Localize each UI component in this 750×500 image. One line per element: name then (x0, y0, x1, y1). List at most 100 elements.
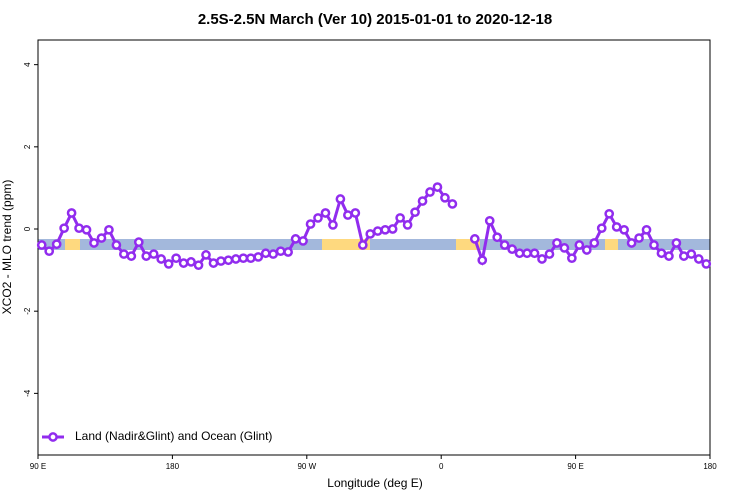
data-point (74, 223, 84, 234)
data-point (380, 224, 391, 235)
x-axis-label: Longitude (deg E) (327, 476, 422, 490)
data-point (275, 246, 286, 257)
data-point (701, 259, 712, 269)
data-point (649, 240, 659, 250)
data-point (686, 249, 697, 259)
data-point (432, 182, 443, 192)
y-tick-label: 2 (23, 144, 32, 149)
data-point (589, 238, 600, 248)
data-point (604, 208, 615, 219)
y-tick-label: -4 (23, 389, 32, 397)
data-line (40, 185, 708, 268)
data-point (335, 194, 346, 204)
data-point (343, 210, 353, 220)
legend-marker (48, 432, 58, 442)
data-point (619, 224, 629, 235)
x-tick-label: 180 (703, 462, 717, 471)
data-point (596, 223, 607, 234)
data-point (656, 248, 667, 259)
data-point (402, 220, 413, 230)
legend-label: Land (Nadir&Glint) and Ocean (Glint) (75, 429, 272, 443)
data-point (469, 234, 480, 244)
data-point (365, 229, 376, 239)
ocean-band (38, 239, 710, 250)
data-point (171, 253, 181, 264)
x-tick-label: 90 E (30, 462, 46, 471)
data-point (529, 248, 540, 259)
chart-title: 2.5S-2.5N March (Ver 10) 2015-01-01 to 2… (198, 11, 552, 28)
data-point (581, 245, 592, 255)
data-point (186, 257, 196, 267)
data-point (133, 237, 144, 248)
data-point (410, 207, 420, 218)
data-point (641, 224, 652, 235)
data-point (51, 239, 62, 250)
data-point (208, 258, 219, 268)
legend: Land (Nadir&Glint) and Ocean (Glint) (42, 429, 272, 443)
data-point (440, 192, 450, 203)
data-point (425, 187, 435, 197)
data-point (44, 246, 55, 257)
data-point (156, 254, 167, 264)
y-axis-label: XCO2 - MLO trend (ppm) (0, 180, 14, 315)
data-point (298, 236, 308, 246)
data-point (537, 254, 547, 264)
data-point (178, 258, 189, 268)
data-point (671, 238, 682, 248)
data-point (223, 255, 234, 266)
data-point (119, 249, 129, 259)
data-point (36, 240, 47, 250)
x-tick-label: 90 W (297, 462, 316, 471)
data-point (477, 255, 488, 266)
data-point (350, 208, 361, 218)
data-point (484, 215, 495, 226)
data-point (111, 240, 122, 250)
data-point (231, 254, 241, 264)
x-tick-label: 180 (166, 462, 180, 471)
data-point (141, 251, 152, 261)
data-point (201, 250, 211, 260)
data-point (357, 240, 368, 250)
data-point (148, 249, 159, 259)
data-point (290, 234, 301, 244)
surface-band (38, 239, 710, 250)
data-point (372, 226, 383, 236)
data-point (328, 220, 338, 230)
data-point (679, 251, 689, 261)
data-point (387, 224, 398, 234)
data-point (163, 259, 174, 269)
data-point (544, 249, 555, 259)
data-point (574, 240, 585, 250)
data-point (81, 224, 92, 235)
data-point (126, 251, 137, 261)
data-point (492, 232, 503, 243)
data-point (626, 238, 637, 248)
land-band (456, 239, 480, 250)
data-point (305, 219, 316, 229)
data-point (559, 243, 570, 253)
data-point (634, 233, 644, 243)
data-point (514, 248, 525, 259)
data-point (104, 224, 114, 235)
data-point (89, 238, 99, 248)
data-point (66, 208, 77, 218)
data-point (260, 248, 271, 259)
data-point (552, 238, 562, 248)
data-point (664, 251, 674, 261)
y-tick-label: 0 (23, 226, 32, 231)
land-band (605, 239, 618, 250)
data-point (253, 252, 264, 262)
x-tick-label: 90 E (567, 462, 583, 471)
data-point (447, 199, 458, 209)
data-point (499, 240, 510, 250)
data-point (193, 260, 204, 271)
data-point (693, 254, 704, 264)
data-point (395, 213, 405, 223)
data-point (417, 196, 428, 206)
data-point (245, 253, 256, 264)
land-band (65, 239, 80, 250)
data-point (283, 247, 293, 257)
x-tick-label: 0 (439, 462, 444, 471)
data-point (216, 256, 226, 266)
